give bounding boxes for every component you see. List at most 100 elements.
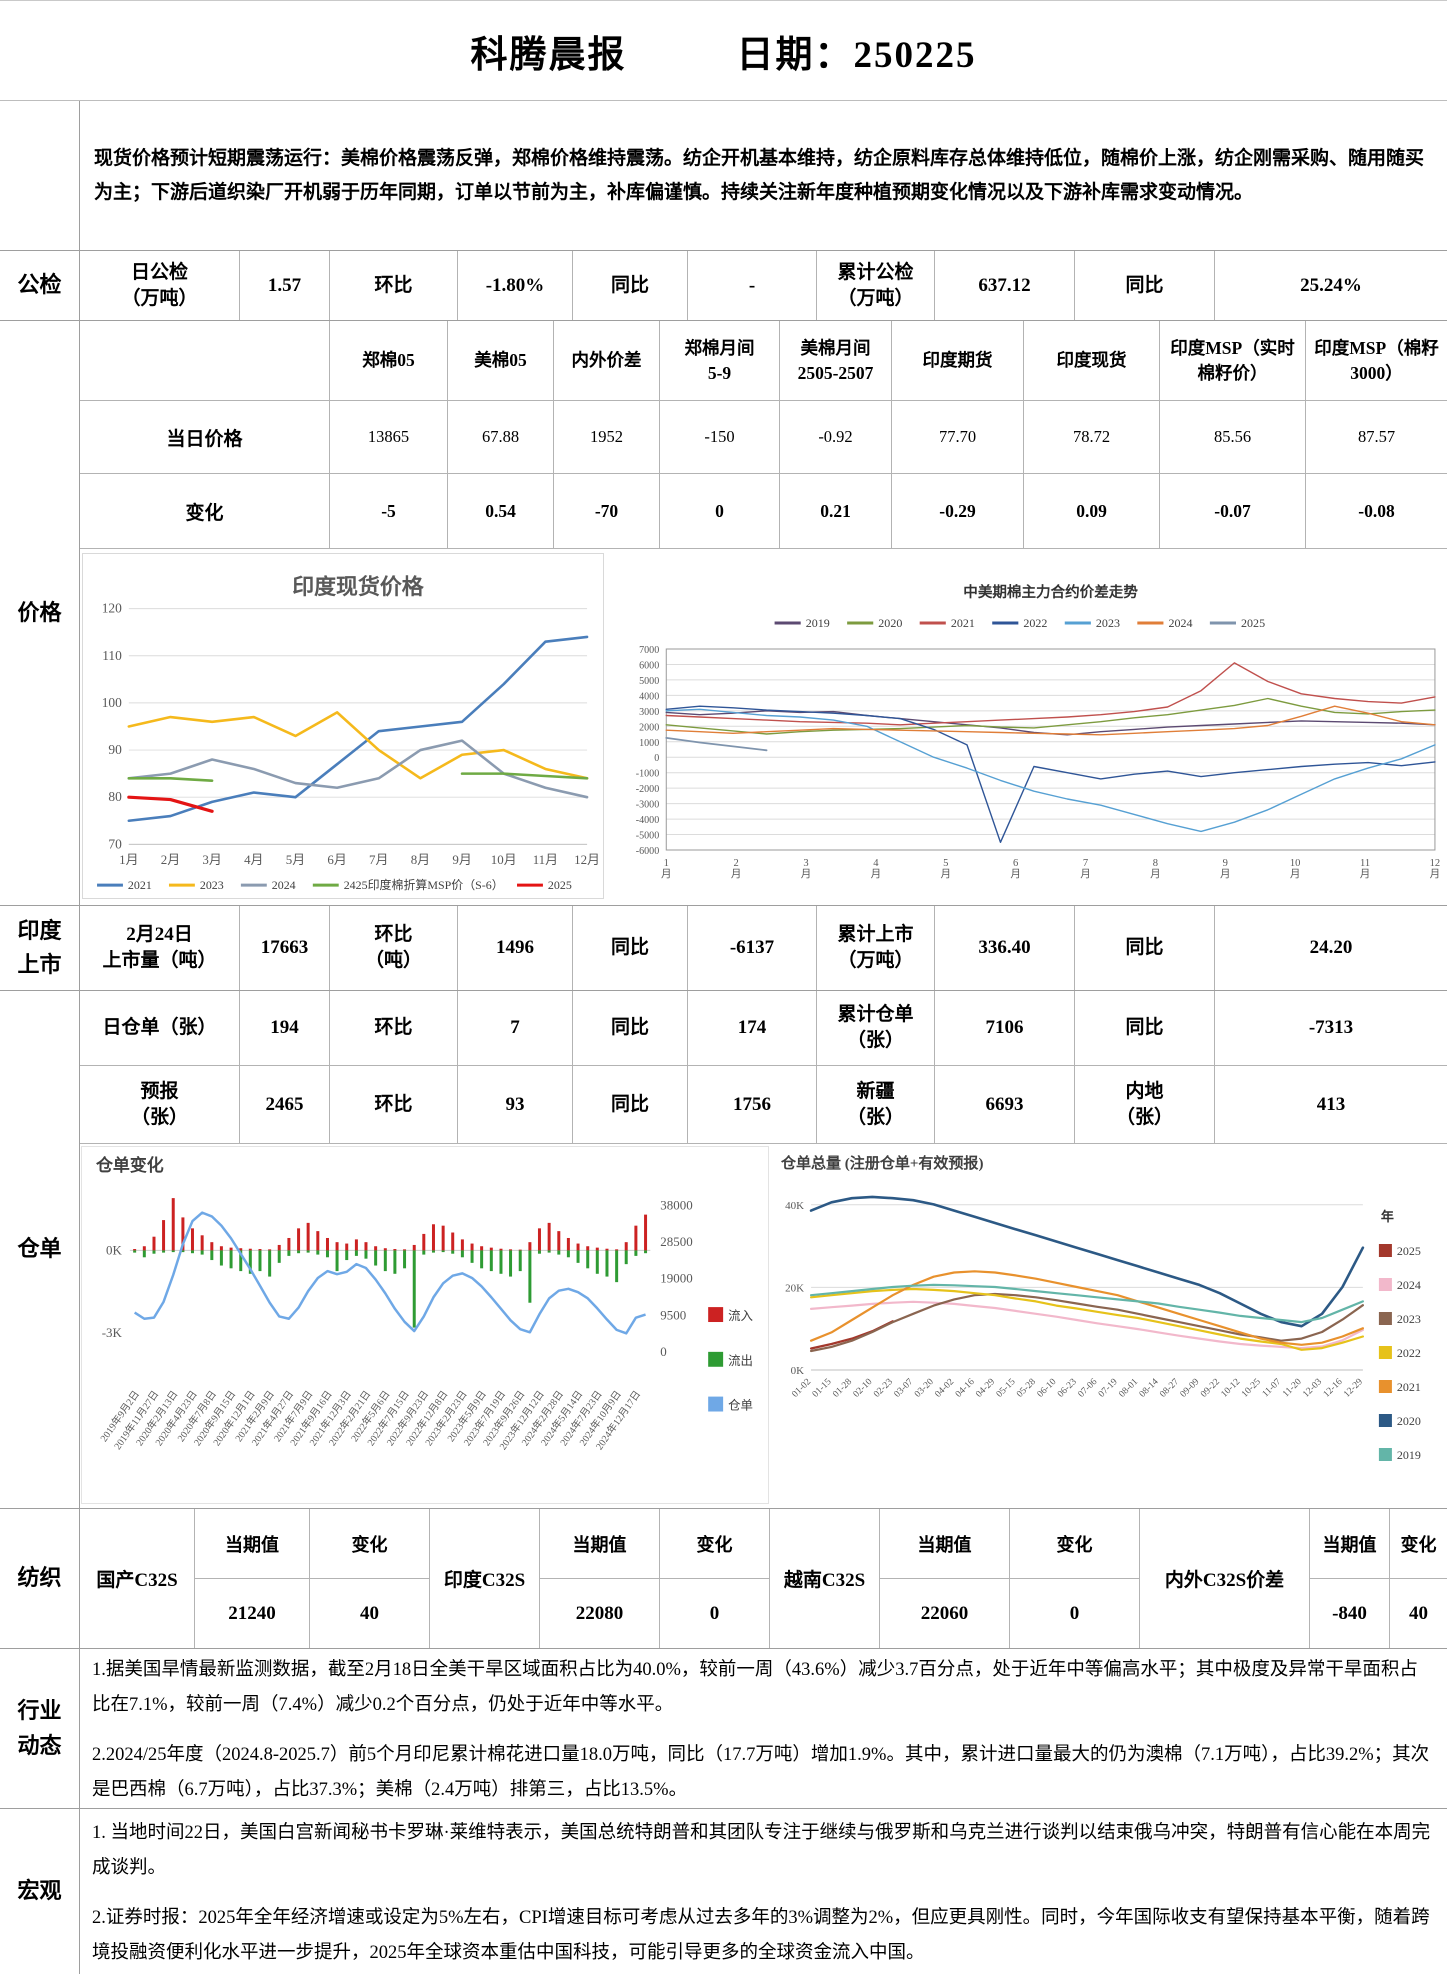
textile-group-name: 印度C32S bbox=[430, 1509, 540, 1648]
cell: 同比 bbox=[1075, 991, 1215, 1065]
cell: 累计公检 （万吨） bbox=[817, 251, 935, 320]
cell: 累计仓单 （张） bbox=[817, 991, 935, 1065]
cell: 1496 bbox=[458, 906, 573, 990]
section-label-price: 价格 bbox=[0, 321, 80, 905]
cell: 1952 bbox=[554, 401, 660, 473]
cell: 郑棉月间 5-9 bbox=[660, 321, 780, 400]
svg-text:3月: 3月 bbox=[202, 852, 221, 867]
warehouse-forecast-row: 预报 （张） 2465 环比 93 同比 1756 新疆 （张） 6693 内地 （张） 413 bbox=[80, 1066, 1447, 1144]
cell: 67.88 bbox=[448, 401, 554, 473]
textile-col: 变化 0 bbox=[1010, 1509, 1140, 1648]
cell: 6693 bbox=[935, 1066, 1075, 1143]
cell: 0.21 bbox=[780, 474, 892, 548]
svg-text:8月: 8月 bbox=[411, 852, 430, 867]
warehouse-total-chart: 仓单总量 (注册仓单+有效预报) 0K 20K 40K 01-02 01-15 01-28 0… bbox=[769, 1146, 1447, 1504]
textile-col: 变化 0 bbox=[660, 1509, 770, 1648]
cell: 0 bbox=[660, 474, 780, 548]
svg-text:100: 100 bbox=[102, 695, 122, 710]
cell: 78.72 bbox=[1024, 401, 1160, 473]
svg-text:-3000: -3000 bbox=[636, 800, 659, 811]
warehouse-daily-row: 日仓单（张） 194 环比 7 同比 174 累计仓单 （张） 7106 同比 -7313 bbox=[80, 991, 1447, 1066]
cell: -70 bbox=[554, 474, 660, 548]
svg-text:流入: 流入 bbox=[728, 1309, 753, 1323]
svg-text:2024: 2024 bbox=[272, 878, 296, 892]
svg-text:10月: 10月 bbox=[1290, 858, 1301, 880]
svg-text:11月: 11月 bbox=[533, 852, 558, 867]
svg-text:7月: 7月 bbox=[1080, 858, 1091, 880]
svg-text:3月: 3月 bbox=[801, 858, 812, 880]
svg-text:90: 90 bbox=[108, 742, 122, 757]
cell: 2月24日 上市量（吨） bbox=[80, 906, 240, 990]
svg-text:110: 110 bbox=[102, 648, 122, 663]
svg-text:2025: 2025 bbox=[548, 878, 572, 892]
price-change-row: 变化 -5 0.54 -70 0 0.21 -0.29 0.09 -0.07 -0.08 bbox=[80, 474, 1447, 549]
svg-text:02-10: 02-10 bbox=[852, 1377, 875, 1400]
summary-text: 现货价格预计短期震荡运行：美棉价格震荡反弹，郑棉价格维持震荡。纺企开机基本维持，… bbox=[80, 101, 1447, 250]
svg-text:2019: 2019 bbox=[1397, 1448, 1421, 1462]
cell: 美棉05 bbox=[448, 321, 554, 400]
textile-col-value: 0 bbox=[1069, 1602, 1080, 1624]
textile-col-value: 0 bbox=[709, 1602, 720, 1624]
cell: 0.54 bbox=[448, 474, 554, 548]
cell: 预报 （张） bbox=[80, 1066, 240, 1143]
svg-text:09-09: 09-09 bbox=[1179, 1377, 1202, 1400]
cell: -0.92 bbox=[780, 401, 892, 473]
svg-text:04-02: 04-02 bbox=[933, 1377, 956, 1400]
cell: 0.09 bbox=[1024, 474, 1160, 548]
summary-lead: 现货价格预计短期震荡运行： bbox=[94, 148, 342, 170]
price-today-row: 当日价格 13865 67.88 1952 -150 -0.92 77.70 78.72 85… bbox=[80, 401, 1447, 474]
svg-text:6月: 6月 bbox=[1010, 858, 1021, 880]
warehouse-receipt-section: 仓单 日仓单（张） 194 环比 7 同比 174 累计仓单 （张） 7106 同比 -7313 … bbox=[0, 991, 1447, 1509]
summary-side-label bbox=[0, 101, 80, 250]
cell: -5 bbox=[330, 474, 448, 548]
summary-section: 现货价格预计短期震荡运行：美棉价格震荡反弹，郑棉价格维持震荡。纺企开机基本维持，… bbox=[0, 101, 1447, 251]
svg-text:12-29: 12-29 bbox=[1342, 1377, 1365, 1400]
price-change-values: -5 0.54 -70 0 0.21 -0.29 0.09 -0.07 -0.08 bbox=[330, 474, 1447, 548]
svg-text:2024: 2024 bbox=[1168, 616, 1192, 630]
cell: -7313 bbox=[1308, 1017, 1354, 1039]
macro-item-2: 2.证券时报：2025年全年经济增速或设定为5%左右，CPI增速目标可考虑从过去… bbox=[92, 1907, 1430, 1963]
cell: 25.24% bbox=[1300, 274, 1362, 296]
cell: 同比 bbox=[1075, 906, 1215, 990]
cell: 413 bbox=[1316, 1093, 1346, 1115]
svg-text:流出: 流出 bbox=[728, 1354, 753, 1368]
cell: 郑棉05 bbox=[330, 321, 448, 400]
industry-news-text: 1.据美国旱情最新监测数据，截至2月18日全美干旱区域面积占比为40.0%，较前… bbox=[80, 1649, 1447, 1808]
cell: 日仓单（张） bbox=[80, 991, 240, 1065]
cell: 7106 bbox=[935, 991, 1075, 1065]
svg-text:2022: 2022 bbox=[1397, 1346, 1421, 1360]
textile-col-value: 22060 bbox=[920, 1602, 969, 1624]
cell: 24.20 bbox=[1309, 937, 1353, 959]
svg-text:19000: 19000 bbox=[660, 1271, 692, 1286]
svg-text:2020: 2020 bbox=[1397, 1414, 1421, 1428]
svg-text:9月: 9月 bbox=[452, 852, 471, 867]
public-inspection-row: 日公检 （万吨） 1.57 环比 -1.80% 同比 - 累计公检 （万吨） 637.12 同比… bbox=[80, 251, 1447, 320]
textile-col-value: 22080 bbox=[575, 1602, 624, 1624]
svg-text:印度现货价格: 印度现货价格 bbox=[292, 574, 425, 599]
textile-col-header: 变化 bbox=[1390, 1509, 1447, 1579]
svg-text:2023: 2023 bbox=[200, 878, 224, 892]
svg-text:20K: 20K bbox=[785, 1282, 804, 1294]
svg-text:2021: 2021 bbox=[951, 616, 975, 630]
svg-text:11月: 11月 bbox=[1360, 858, 1371, 880]
macro-item-1: 1. 当地时间22日，美国白宫新闻秘书卡罗琳·莱维特表示，美国总统特朗普和其团队… bbox=[92, 1823, 1431, 1879]
svg-text:9500: 9500 bbox=[660, 1307, 686, 1322]
svg-text:仓单总量 (注册仓单+有效预报): 仓单总量 (注册仓单+有效预报) bbox=[780, 1154, 983, 1172]
cell: 2465 bbox=[240, 1066, 330, 1143]
svg-text:1月: 1月 bbox=[119, 852, 138, 867]
textile-col-header: 当期值 bbox=[540, 1509, 659, 1579]
svg-text:2025: 2025 bbox=[1397, 1244, 1421, 1258]
svg-text:10-12: 10-12 bbox=[1220, 1377, 1243, 1400]
cell: 85.56 bbox=[1160, 401, 1306, 473]
svg-text:3000: 3000 bbox=[639, 707, 659, 718]
svg-text:40K: 40K bbox=[785, 1200, 804, 1212]
svg-text:仓单变化: 仓单变化 bbox=[95, 1155, 164, 1175]
textile-group-name: 国产C32S bbox=[80, 1509, 195, 1648]
svg-text:11-20: 11-20 bbox=[1281, 1377, 1304, 1400]
textile-col-value: 40 bbox=[360, 1602, 379, 1624]
svg-text:28500: 28500 bbox=[660, 1234, 692, 1249]
textile-col-header: 变化 bbox=[1010, 1509, 1139, 1579]
svg-text:03-07: 03-07 bbox=[893, 1377, 916, 1400]
macro-section: 宏观 1. 当地时间22日，美国白宫新闻秘书卡罗琳·莱维特表示，美国总统特朗普和… bbox=[0, 1809, 1447, 1974]
